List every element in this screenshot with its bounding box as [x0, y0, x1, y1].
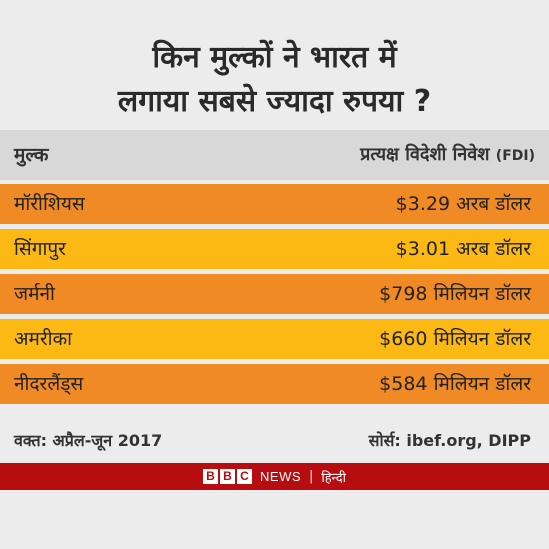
fdi-amount: $798 मिलियन डॉलर: [379, 283, 531, 305]
bbc-logo-letter: C: [237, 469, 253, 484]
table-row: नीदरलैंड्स $584 मिलियन डॉलर: [0, 364, 549, 404]
title-line-2: लगाया सबसे ज्यादा रुपया ?: [117, 84, 432, 119]
bbc-logo-letter: B: [203, 469, 219, 484]
country-name: जर्मनी: [14, 283, 55, 305]
fdi-header-label: प्रत्यक्ष विदेशी निवेश: [360, 144, 490, 165]
bbc-news-label: NEWS: [260, 469, 302, 484]
title-line-1: किन मुल्कों ने भारत में: [152, 40, 397, 75]
bbc-language-label: हिन्दी: [321, 470, 346, 486]
table-row: जर्मनी $798 मिलियन डॉलर: [0, 274, 549, 314]
country-name: अमरीका: [14, 328, 73, 350]
table-row: मॉरीशियस $3.29 अरब डॉलर: [0, 184, 549, 224]
bbc-logo-letter: B: [220, 469, 236, 484]
country-name: नीदरलैंड्स: [14, 373, 84, 395]
fdi-header-abbr: (FDI): [495, 148, 535, 164]
table-footer: वक्त: अप्रैल-जून 2017 सोर्स: ibef.org, D…: [0, 423, 549, 459]
country-name: मॉरीशियस: [14, 193, 85, 215]
chart-title: किन मुल्कों ने भारत में लगाया सबसे ज्याद…: [0, 36, 549, 124]
fdi-amount: $3.01 अरब डॉलर: [395, 238, 531, 260]
fdi-amount: $660 मिलियन डॉलर: [379, 328, 531, 350]
table-row: सिंगापुर $3.01 अरब डॉलर: [0, 229, 549, 269]
period-note: वक्त: अप्रैल-जून 2017: [14, 431, 163, 450]
fdi-column-header: प्रत्यक्ष विदेशी निवेश (FDI): [360, 130, 535, 181]
source-note: सोर्स: ibef.org, DIPP: [368, 431, 531, 450]
country-column-header: मुल्क: [14, 144, 49, 166]
table-row: अमरीका $660 मिलियन डॉलर: [0, 319, 549, 359]
bbc-branding-bar: B B C NEWS | हिन्दी: [0, 463, 549, 490]
fdi-amount: $3.29 अरब डॉलर: [395, 193, 531, 215]
country-name: सिंगापुर: [14, 238, 66, 260]
bbc-logo: B B C: [203, 469, 253, 484]
table-header: मुल्क प्रत्यक्ष विदेशी निवेश (FDI): [0, 130, 549, 180]
fdi-amount: $584 मिलियन डॉलर: [379, 373, 531, 395]
brand-separator: |: [309, 469, 314, 484]
